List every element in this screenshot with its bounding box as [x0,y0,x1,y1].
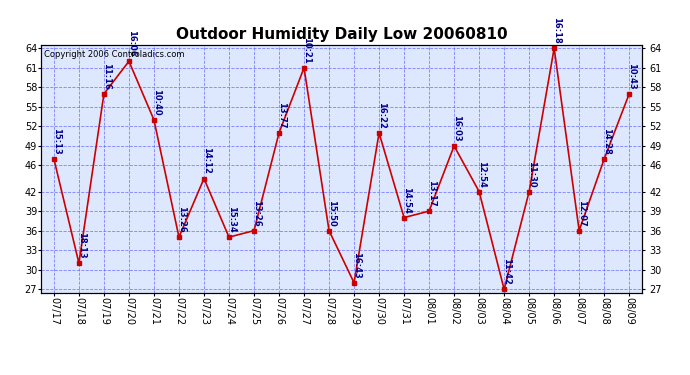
Text: Copyright 2006 Controladics.com: Copyright 2006 Controladics.com [44,50,185,59]
Text: 11:42: 11:42 [502,258,511,285]
Text: 18:13: 18:13 [77,232,86,259]
Text: 12:54: 12:54 [477,160,486,188]
Text: 10:43: 10:43 [627,63,636,90]
Text: 13:26: 13:26 [253,200,262,226]
Text: 15:34: 15:34 [227,206,236,233]
Text: 16:22: 16:22 [377,102,386,129]
Text: 16:18: 16:18 [553,17,562,44]
Text: 11:30: 11:30 [527,161,536,188]
Text: 14:28: 14:28 [602,128,611,155]
Text: 14:12: 14:12 [202,147,211,174]
Text: 13:26: 13:26 [177,206,186,233]
Text: 16:03: 16:03 [453,115,462,142]
Text: 15:13: 15:13 [52,128,61,155]
Text: 16:43: 16:43 [353,252,362,279]
Text: 14:54: 14:54 [402,186,411,213]
Text: 10:40: 10:40 [152,89,161,116]
Text: 13:17: 13:17 [427,180,436,207]
Text: 16:06: 16:06 [127,30,136,57]
Title: Outdoor Humidity Daily Low 20060810: Outdoor Humidity Daily Low 20060810 [176,27,507,42]
Text: 12:07: 12:07 [578,200,586,226]
Text: 11:16: 11:16 [102,63,111,90]
Text: 10:21: 10:21 [302,37,311,64]
Text: 13:77: 13:77 [277,102,286,129]
Text: 15:50: 15:50 [327,200,336,226]
